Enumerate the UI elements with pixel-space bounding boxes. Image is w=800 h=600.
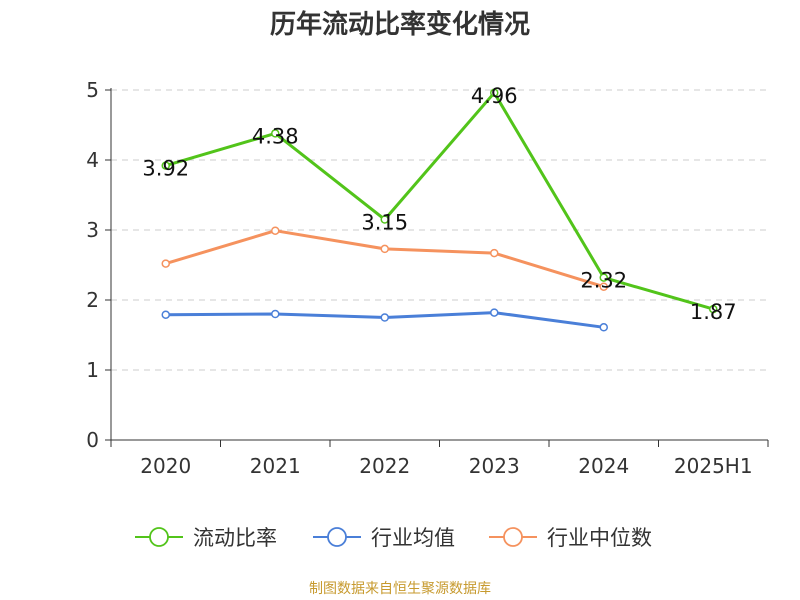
chart-title: 历年流动比率变化情况 (269, 10, 530, 40)
legend-swatch-marker (327, 527, 347, 547)
data-point (490, 248, 499, 258)
y-tick-label: 5 (86, 78, 99, 102)
data-label: 1.87 (690, 300, 737, 324)
legend-swatch-marker (503, 527, 523, 547)
data-point (709, 304, 718, 314)
data-point (599, 273, 608, 282)
data-point (271, 309, 280, 319)
data-label: 2.32 (580, 269, 627, 293)
y-tick-label: 4 (86, 148, 99, 172)
source-note: 制图数据来自恒生聚源数据库 (309, 581, 491, 597)
legend-label: 行业中位数 (547, 526, 652, 550)
legend-label: 流动比率 (193, 526, 277, 550)
data-point (161, 310, 170, 319)
y-tick-label: 0 (86, 428, 99, 452)
data-point (380, 244, 389, 254)
legend-label: 行业均值 (371, 526, 455, 550)
data-label: 4.96 (471, 84, 518, 108)
data-point (599, 282, 608, 291)
x-tick-label: 2025H1 (674, 454, 753, 478)
x-tick-label: 2022 (359, 454, 410, 478)
y-tick-label: 1 (86, 358, 99, 382)
data-point (380, 215, 389, 224)
series-line-0 (165, 91, 714, 311)
data-label: 3.15 (361, 211, 408, 235)
data-point (380, 313, 389, 322)
data-point (599, 323, 608, 332)
legend-swatch-marker (149, 527, 169, 547)
data-point (271, 226, 280, 235)
data-point (161, 161, 170, 170)
data-point (161, 259, 170, 268)
x-tick-label: 2021 (250, 454, 301, 478)
data-label: 4.38 (252, 124, 299, 148)
y-tick-label: 2 (86, 288, 99, 312)
data-point (271, 129, 280, 138)
x-tick-label: 2023 (469, 454, 520, 478)
x-tick-label: 2020 (140, 454, 191, 478)
y-tick-label: 3 (86, 218, 99, 242)
series-line-2 (165, 229, 605, 289)
x-tick-label: 2024 (578, 454, 629, 478)
data-point (490, 88, 499, 98)
data-label: 3.92 (142, 157, 189, 181)
data-point (490, 308, 499, 317)
